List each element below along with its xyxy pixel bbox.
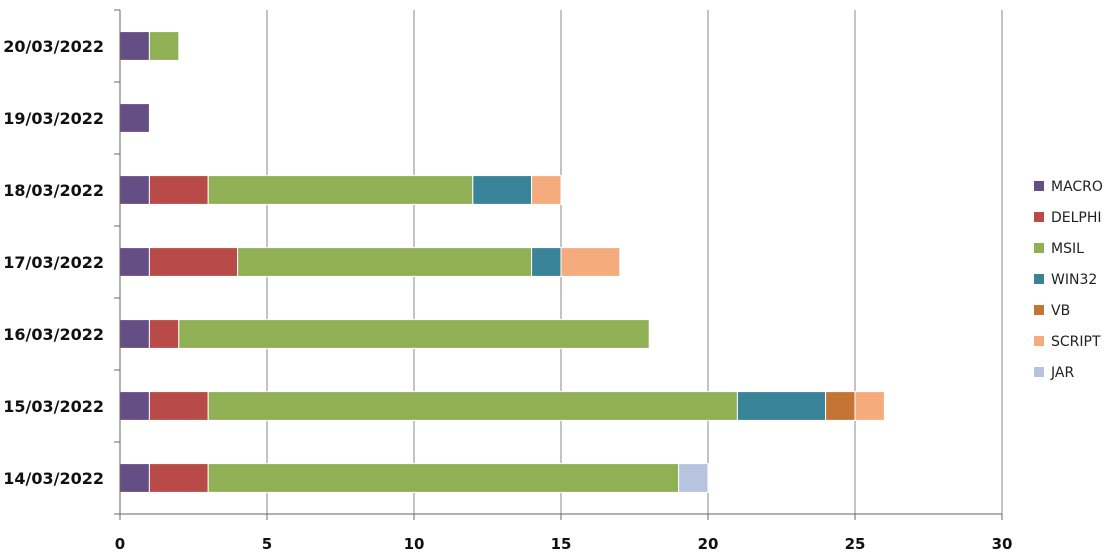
legend-swatch (1034, 336, 1044, 346)
legend-item-msil: MSIL (1034, 241, 1084, 257)
bar-segment-delphi (148, 319, 180, 349)
bar-segment-msil (148, 31, 180, 61)
category-labels: 20/03/2022 19/03/2022 18/03/2022 17/03/2022… (3, 37, 104, 488)
legend-item-script: SCRIPT (1034, 334, 1101, 350)
legend-label: VB (1051, 303, 1070, 319)
category-label: 16/03/2022 (3, 325, 104, 344)
x-tick-label: 30 (992, 535, 1013, 553)
legend-label: JAR (1050, 365, 1074, 381)
bar-segment-macro (119, 463, 150, 493)
legend-item-jar: JAR (1034, 365, 1074, 381)
bar-segment-macro (119, 31, 150, 61)
x-tick-label: 15 (551, 535, 572, 553)
legend-label: MACRO (1051, 179, 1103, 195)
bar-segment-win32 (472, 175, 533, 205)
legend-swatch (1034, 243, 1044, 253)
legend-swatch (1034, 181, 1044, 191)
legend: MACRO DELPHI MSIL WIN32 VB SCRIPT JAR (1034, 179, 1103, 381)
legend-label: WIN32 (1051, 272, 1097, 288)
legend-item-delphi: DELPHI (1034, 210, 1102, 226)
legend-swatch (1034, 367, 1044, 377)
bar-segment-script (531, 175, 562, 205)
axes (114, 9, 1003, 520)
legend-swatch (1034, 305, 1044, 315)
bar-segment-delphi (148, 463, 209, 493)
category-label: 17/03/2022 (3, 253, 104, 272)
bar-segment-delphi (148, 247, 239, 277)
bar-segment-msil (237, 247, 533, 277)
category-label: 19/03/2022 (3, 109, 104, 128)
bars (119, 31, 885, 493)
bar-segment-macro (119, 103, 150, 133)
bar-segment-jar (678, 463, 709, 493)
legend-item-macro: MACRO (1034, 179, 1103, 195)
legend-label: MSIL (1051, 241, 1084, 257)
legend-label: SCRIPT (1051, 334, 1101, 350)
bar-segment-script (560, 247, 621, 277)
category-label: 20/03/2022 (3, 37, 104, 56)
x-tick-label: 5 (262, 535, 272, 553)
bar-segment-delphi (148, 391, 209, 421)
bar-segment-msil (207, 463, 680, 493)
x-tick-label: 0 (115, 535, 125, 553)
category-label: 15/03/2022 (3, 397, 104, 416)
bar-segment-msil (178, 319, 650, 349)
bar-segment-macro (119, 391, 150, 421)
category-label: 18/03/2022 (3, 181, 104, 200)
category-label: 14/03/2022 (3, 469, 104, 488)
bar-segment-macro (119, 247, 150, 277)
bar-segment-script (854, 391, 885, 421)
bar-segment-vb (825, 391, 856, 421)
legend-item-win32: WIN32 (1034, 272, 1097, 288)
legend-swatch (1034, 274, 1044, 284)
bar-segment-msil (207, 391, 738, 421)
legend-label: DELPHI (1051, 210, 1102, 226)
bar-segment-win32 (531, 247, 562, 277)
bar-segment-win32 (736, 391, 827, 421)
x-tick-label: 25 (845, 535, 866, 553)
bar-segment-macro (119, 175, 150, 205)
x-tick-labels: 0 5 10 15 20 25 30 (115, 535, 1013, 553)
bar-segment-macro (119, 319, 150, 349)
legend-swatch (1034, 212, 1044, 222)
legend-item-vb: VB (1034, 303, 1070, 319)
bar-segment-msil (207, 175, 474, 205)
bar-segment-delphi (148, 175, 209, 205)
x-tick-label: 10 (404, 535, 425, 553)
x-tick-label: 20 (698, 535, 719, 553)
